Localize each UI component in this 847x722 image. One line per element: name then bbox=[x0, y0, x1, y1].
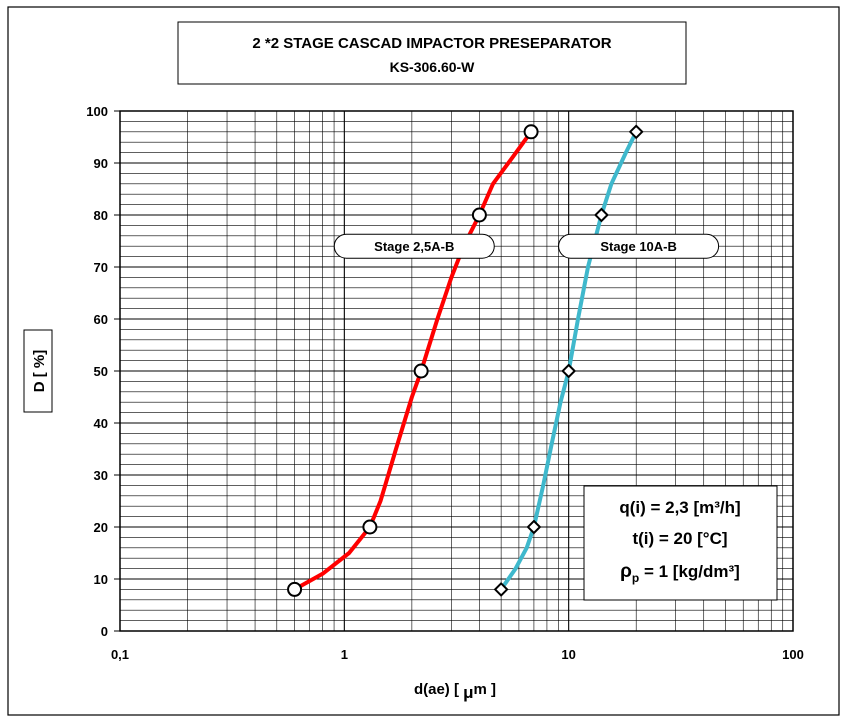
y-tick-label: 40 bbox=[94, 416, 108, 431]
data-point-diamond bbox=[493, 581, 509, 597]
data-point-circle bbox=[287, 581, 303, 597]
y-axis-label-box bbox=[23, 329, 53, 413]
data-point-circle bbox=[523, 124, 539, 140]
x-tick-label: 0,1 bbox=[111, 647, 129, 662]
condition-flow: q(i) = 2,3 [m³/h] bbox=[619, 498, 740, 517]
series-line-2 bbox=[499, 129, 639, 592]
y-tick-label: 20 bbox=[94, 520, 108, 535]
conditions-box bbox=[583, 485, 778, 601]
x-tick-label: 100 bbox=[782, 647, 804, 662]
title-box bbox=[177, 21, 687, 85]
condition-temperature: t(i) = 20 [°C] bbox=[632, 529, 727, 548]
y-tick-label: 50 bbox=[94, 364, 108, 379]
data-point-diamond bbox=[561, 363, 577, 379]
y-tick-label: 30 bbox=[94, 468, 108, 483]
data-point-circle bbox=[471, 207, 487, 223]
y-tick-label: 60 bbox=[94, 312, 108, 327]
series-layer bbox=[287, 124, 644, 597]
x-tick-label: 1 bbox=[341, 647, 348, 662]
series-label-box-1 bbox=[333, 233, 495, 259]
y-axis-ticks: 0 10 20 30 40 50 60 70 80 90 100 bbox=[86, 104, 120, 639]
data-point-diamond bbox=[594, 207, 609, 223]
x-tick-label: 10 bbox=[561, 647, 575, 662]
data-point-circle bbox=[362, 519, 378, 535]
legend-labels: Stage 2,5A-B Stage 10A-B bbox=[333, 233, 720, 259]
series-label-1: Stage 2,5A-B bbox=[374, 239, 454, 254]
grid-minor bbox=[120, 111, 793, 631]
series-label-box-2 bbox=[558, 233, 720, 259]
x-axis-ticks: 0,1 1 10 100 bbox=[111, 647, 804, 662]
y-axis-label: D [ %] bbox=[31, 350, 48, 393]
x-axis-label: d(ae) [ μm ] bbox=[414, 681, 496, 702]
series-label-2: Stage 10A-B bbox=[600, 239, 677, 254]
y-tick-label: 70 bbox=[94, 260, 108, 275]
y-tick-label: 90 bbox=[94, 156, 108, 171]
y-tick-label: 80 bbox=[94, 208, 108, 223]
data-point-diamond bbox=[628, 124, 644, 140]
condition-density: ρp = 1 [kg/dm³] bbox=[620, 561, 740, 585]
y-tick-label: 100 bbox=[86, 104, 108, 119]
data-point-diamond bbox=[526, 519, 542, 535]
data-point-circle bbox=[413, 363, 429, 379]
chart-subtitle: KS-306.60-W bbox=[390, 59, 476, 75]
chart-title: 2 *2 STAGE CASCAD IMPACTOR PRESEPARATOR bbox=[252, 35, 611, 52]
y-tick-label: 10 bbox=[94, 572, 108, 587]
y-tick-label: 0 bbox=[101, 624, 108, 639]
